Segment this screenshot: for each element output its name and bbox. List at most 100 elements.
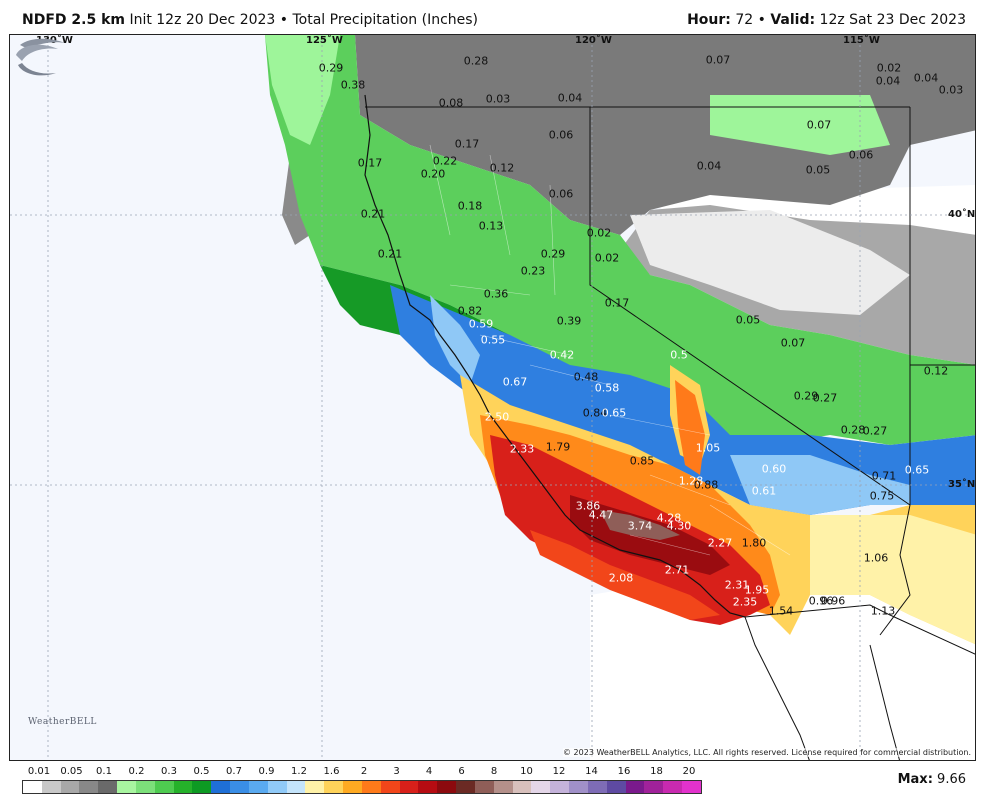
precip-value-label: 0.06 bbox=[548, 128, 574, 142]
precip-value-label: 0.03 bbox=[485, 92, 511, 106]
precip-value-label: 1.05 bbox=[695, 441, 721, 455]
legend-swatch bbox=[248, 781, 268, 793]
precip-value-label: 0.75 bbox=[869, 489, 895, 503]
legend-swatch bbox=[286, 781, 306, 793]
legend-swatch bbox=[305, 781, 325, 793]
legend-swatch bbox=[456, 781, 475, 793]
legend-swatch bbox=[211, 781, 231, 793]
legend-color-bar bbox=[22, 780, 702, 794]
header-separator-2: • bbox=[757, 12, 766, 28]
lon-label-120w: 120˚W bbox=[575, 35, 612, 46]
precip-value-label: 0.29 bbox=[540, 247, 566, 261]
init-time: Init 12z 20 Dec 2023 bbox=[129, 12, 276, 28]
lat-label-40n: 40˚N bbox=[948, 209, 976, 220]
precip-value-label: 0.04 bbox=[875, 74, 901, 88]
legend-tick-label: 20 bbox=[682, 766, 696, 777]
max-value: 9.66 bbox=[937, 772, 966, 787]
copyright-notice: © 2023 WeatherBELL Analytics, LLC. All r… bbox=[563, 748, 971, 757]
precip-value-label: 2.08 bbox=[608, 571, 634, 585]
precip-pale-yellow bbox=[810, 515, 975, 645]
border-mexico bbox=[744, 604, 975, 655]
legend-tick-label: 0.1 bbox=[96, 766, 112, 777]
legend-tick-label: 0.5 bbox=[193, 766, 210, 777]
precip-value-label: 2.50 bbox=[484, 410, 510, 424]
precip-value-label: 1.54 bbox=[768, 604, 794, 618]
legend-swatch bbox=[550, 781, 570, 793]
legend-swatch bbox=[399, 781, 419, 793]
legend-swatch bbox=[644, 781, 664, 793]
precip-light-green bbox=[265, 35, 890, 155]
precip-light-blue bbox=[430, 295, 910, 515]
legend-tick-label: 0.3 bbox=[161, 766, 177, 777]
legend-swatch bbox=[380, 781, 400, 793]
legend-tick-label: 0.9 bbox=[258, 766, 275, 777]
legend-swatch bbox=[98, 781, 118, 793]
precip-value-label: 0.61 bbox=[751, 484, 777, 498]
legend-swatch bbox=[173, 781, 193, 793]
county-lines bbox=[429, 144, 791, 556]
legend-swatch bbox=[154, 781, 174, 793]
legend-swatch bbox=[474, 781, 494, 793]
coastline bbox=[364, 94, 746, 618]
hour-value: 72 bbox=[735, 12, 754, 28]
map-canvas bbox=[10, 35, 975, 760]
legend-swatch bbox=[606, 781, 626, 793]
precip-value-label: 0.96 bbox=[808, 594, 834, 608]
legend-swatch bbox=[117, 781, 136, 793]
precip-value-label: 2.27 bbox=[707, 536, 733, 550]
legend-tick-label: 4 bbox=[425, 766, 433, 777]
legend-tick-label: 0.01 bbox=[27, 766, 51, 777]
legend-swatch bbox=[512, 781, 532, 793]
legend-tick-label: 2 bbox=[360, 766, 368, 777]
precip-value-label: 0.07 bbox=[780, 336, 806, 350]
model-name: NDFD 2.5 km bbox=[22, 12, 125, 28]
legend-swatch bbox=[531, 781, 551, 793]
border-arizona bbox=[879, 365, 911, 636]
legend-swatch bbox=[625, 781, 645, 793]
precip-value-label: 0.05 bbox=[735, 313, 761, 327]
precip-value-label: 0.38 bbox=[340, 78, 366, 92]
coastline-gulf bbox=[869, 644, 900, 760]
precip-value-label: 0.88 bbox=[693, 478, 719, 492]
max-label: Max bbox=[897, 772, 928, 787]
legend-swatch bbox=[79, 781, 99, 793]
precip-gray-zone bbox=[355, 35, 975, 235]
precip-value-label: 0.28 bbox=[840, 423, 866, 437]
precip-maximum-core bbox=[600, 510, 680, 540]
precip-legend: 0.01 0.05 0.1 0.2 0.3 0.5 0.7 0.9 1.2 1.6 2 3 4 6 8 10 1… bbox=[22, 764, 702, 804]
legend-swatch bbox=[41, 781, 61, 793]
coastline-baja bbox=[744, 616, 810, 760]
precip-coastal-red bbox=[530, 530, 720, 620]
precip-value-label: 0.55 bbox=[480, 333, 506, 347]
legend-tick-labels: 0.01 0.05 0.1 0.2 0.3 0.5 0.7 0.9 1.2 1.6 2 3 4 6 8 10 1… bbox=[22, 766, 702, 778]
legend-tick-label: 12 bbox=[552, 766, 566, 777]
precip-value-label: 1.95 bbox=[744, 583, 770, 597]
precip-value-label: 0.12 bbox=[489, 161, 515, 175]
precip-value-label: 0.29 bbox=[318, 61, 344, 75]
precip-value-label: 0.17 bbox=[357, 156, 383, 170]
precip-value-label: 0.28 bbox=[463, 54, 489, 68]
precip-value-label: 0.05 bbox=[805, 163, 831, 177]
precip-value-label: 1.80 bbox=[741, 536, 767, 550]
legend-swatch bbox=[343, 781, 362, 793]
weatherbell-logo bbox=[16, 38, 65, 76]
map-header: NDFD 2.5 km Init 12z 20 Dec 2023 • Total… bbox=[0, 0, 984, 34]
precip-value-label: 0.82 bbox=[457, 304, 483, 318]
legend-tick-label: 1.6 bbox=[323, 766, 340, 777]
precip-value-label: 2.33 bbox=[509, 442, 535, 456]
precip-value-label: 1.13 bbox=[870, 604, 896, 618]
legend-tick-label: 18 bbox=[650, 766, 663, 777]
legend-swatch bbox=[418, 781, 438, 793]
precip-value-label: 0.65 bbox=[601, 406, 627, 420]
product-name: Total Precipitation (Inches) bbox=[292, 12, 479, 28]
valid-label: Valid: bbox=[770, 12, 816, 28]
legend-swatch bbox=[192, 781, 212, 793]
precip-value-label: 0.02 bbox=[876, 61, 902, 75]
precip-green-zone bbox=[265, 35, 975, 445]
precip-value-label: 0.39 bbox=[556, 314, 582, 328]
precip-value-label: 0.18 bbox=[457, 199, 483, 213]
legend-swatch bbox=[437, 781, 457, 793]
precip-value-label: 0.17 bbox=[604, 296, 630, 310]
precip-value-label: 0.07 bbox=[806, 118, 832, 132]
precip-value-label: 0.27 bbox=[812, 391, 838, 405]
